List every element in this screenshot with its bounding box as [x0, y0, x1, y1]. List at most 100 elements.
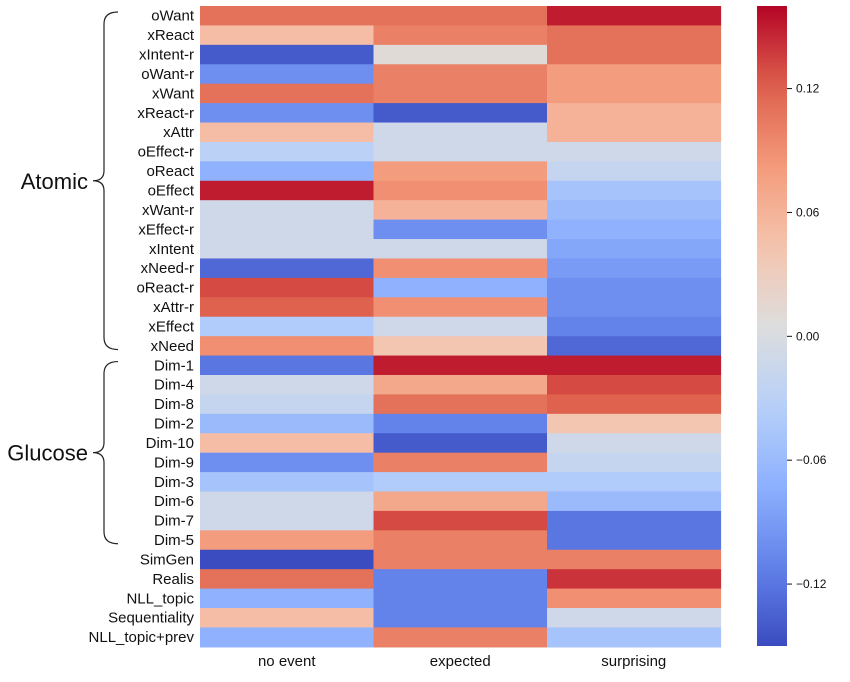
row-label: NLL_topic — [126, 590, 194, 607]
heatmap-cell — [373, 510, 548, 531]
heatmap-cell — [373, 355, 548, 376]
row-label: Dim-8 — [154, 396, 194, 413]
heatmap-cell — [547, 200, 722, 221]
heatmap-cell — [547, 355, 722, 376]
heatmap-cell — [200, 452, 375, 473]
heatmap-cell — [200, 588, 375, 609]
heatmap-cell — [547, 239, 722, 260]
heatmap-cell — [373, 141, 548, 162]
group-bracket — [92, 11, 119, 351]
heatmap-cell — [200, 44, 375, 65]
group-brackets: Atomic Glucose — [7, 11, 119, 545]
heatmap-cells — [200, 6, 722, 648]
row-label: xEffect — [148, 318, 194, 335]
heatmap-cell — [200, 103, 375, 124]
column-label: surprising — [601, 653, 666, 670]
row-label: Dim-7 — [154, 513, 194, 530]
heatmap-cell — [200, 336, 375, 357]
colorbar-tick-label: 0.06 — [796, 205, 820, 219]
heatmap-cell — [547, 452, 722, 473]
row-label: Dim-6 — [154, 493, 194, 510]
heatmap-cell — [373, 6, 548, 27]
heatmap-cell — [547, 433, 722, 454]
heatmap-cell — [547, 413, 722, 434]
colorbar: 0.12 0.06 0.00 −0.06 −0.12 — [757, 6, 827, 646]
column-labels: no event expected surprising — [258, 653, 666, 670]
group-label: Glucose — [7, 441, 88, 466]
column-label: expected — [430, 653, 491, 670]
heatmap-cell — [547, 588, 722, 609]
row-label: Dim-5 — [154, 532, 194, 549]
colorbar-tick-label: 0.12 — [796, 82, 820, 96]
heatmap-cell — [200, 608, 375, 629]
heatmap-cell — [547, 64, 722, 85]
heatmap-cell — [547, 394, 722, 415]
row-label: oReact — [146, 163, 194, 180]
heatmap-cell — [373, 472, 548, 493]
heatmap-cell — [373, 219, 548, 240]
colorbar-tick-label: −0.12 — [796, 577, 827, 591]
row-label: xWant — [152, 85, 195, 102]
heatmap-cell — [373, 588, 548, 609]
heatmap-cell — [200, 219, 375, 240]
row-label: Dim-9 — [154, 454, 194, 471]
heatmap-cell — [373, 258, 548, 279]
heatmap-cell — [373, 413, 548, 434]
heatmap-cell — [547, 25, 722, 46]
row-label: Dim-10 — [146, 435, 194, 452]
colorbar-tick-label: −0.06 — [796, 453, 827, 467]
heatmap-cell — [200, 6, 375, 27]
heatmap-cell — [200, 472, 375, 493]
heatmap-cell — [547, 491, 722, 512]
heatmap-cell — [373, 549, 548, 570]
row-label: xAttr — [163, 124, 194, 141]
row-label: SimGen — [140, 551, 194, 568]
row-label: xEffect-r — [138, 221, 194, 238]
heatmap-cell — [373, 530, 548, 551]
heatmap-cell — [200, 433, 375, 454]
heatmap-cell — [373, 608, 548, 629]
heatmap-cell — [200, 141, 375, 162]
row-label: xNeed — [151, 338, 194, 355]
row-label: Realis — [152, 571, 194, 588]
heatmap-cell — [200, 569, 375, 590]
heatmap-cell — [373, 161, 548, 182]
heatmap-cell — [200, 122, 375, 143]
row-label: oEffect — [148, 182, 195, 199]
heatmap-cell — [373, 25, 548, 46]
heatmap-cell — [373, 627, 548, 648]
heatmap-cell — [547, 608, 722, 629]
heatmap-cell — [547, 103, 722, 124]
row-label: oWant — [151, 8, 195, 25]
heatmap-cell — [547, 141, 722, 162]
heatmap-cell — [200, 549, 375, 570]
heatmap-cell — [373, 336, 548, 357]
heatmap-cell — [547, 530, 722, 551]
heatmap-cell — [200, 316, 375, 337]
row-label: xReact-r — [137, 105, 194, 122]
heatmap-cell — [200, 510, 375, 531]
heatmap-cell — [547, 297, 722, 318]
heatmap-cell — [373, 83, 548, 104]
heatmap-cell — [373, 239, 548, 260]
heatmap-cell — [200, 530, 375, 551]
heatmap-cell — [200, 83, 375, 104]
heatmap-cell — [547, 219, 722, 240]
heatmap-cell — [547, 180, 722, 201]
heatmap-cell — [547, 277, 722, 298]
heatmap-cell — [547, 374, 722, 395]
heatmap-cell — [373, 491, 548, 512]
heatmap-cell — [373, 569, 548, 590]
heatmap-cell — [200, 627, 375, 648]
heatmap-cell — [547, 316, 722, 337]
colorbar-tick-label: 0.00 — [796, 329, 820, 343]
row-labels: oWant xReact xIntent-r oWant-r xWant xReact-r… — [89, 8, 195, 646]
heatmap-cell — [547, 83, 722, 104]
heatmap-cell — [547, 122, 722, 143]
heatmap-cell — [547, 569, 722, 590]
heatmap-cell — [373, 64, 548, 85]
heatmap-cell — [373, 180, 548, 201]
heatmap-cell — [373, 200, 548, 221]
heatmap-cell — [373, 44, 548, 65]
heatmap-cell — [200, 64, 375, 85]
